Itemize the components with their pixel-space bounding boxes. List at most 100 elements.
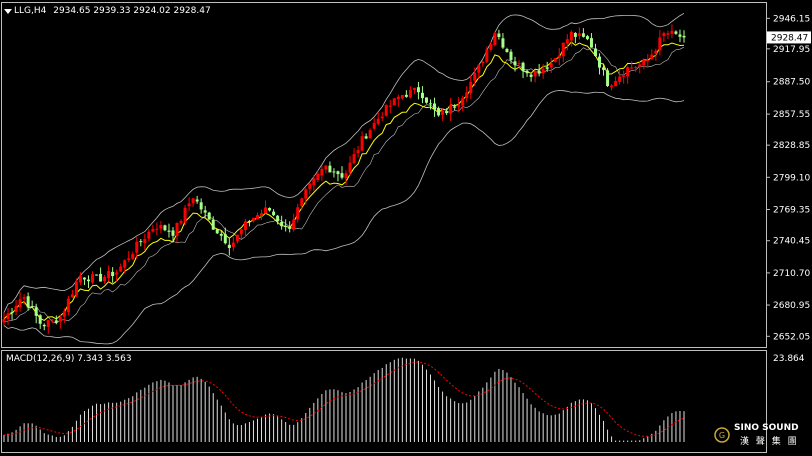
candle [585,34,589,41]
candle [10,307,14,320]
price-tick-label: 2652.05 [773,332,810,342]
candle [143,233,147,251]
candle [328,161,332,173]
candle [602,63,606,76]
candle [577,27,581,40]
candle [674,30,678,35]
chart-menu-icon[interactable] [4,9,12,14]
candle [231,236,235,252]
candle [215,228,219,235]
candle [445,108,449,116]
candle [147,229,151,242]
candle [614,76,618,87]
candle [251,217,255,223]
candle [396,94,400,107]
candle [569,30,573,47]
logo-sub: 漢 聲 集 團 [740,435,799,447]
current-price-label: 2928.47 [771,33,808,43]
candle [678,29,682,43]
lower-band [3,90,685,345]
candle [195,195,199,204]
candle [457,97,461,113]
candle [62,308,66,324]
candle [408,86,412,99]
candle [513,56,517,72]
candle [336,170,340,182]
price-tick-label: 2710.70 [773,269,810,279]
candle [553,58,557,63]
candle [187,197,191,211]
candle [416,81,420,100]
candle [175,222,179,243]
candle [292,213,296,232]
candle [304,187,308,205]
candle [449,97,453,121]
candle [360,131,364,152]
upper-band [3,12,685,313]
candle [352,148,356,165]
candle [485,46,489,63]
candle [424,97,428,104]
candle [223,227,227,245]
candle [565,34,569,51]
candle [557,48,561,66]
candle [505,47,509,53]
price-tick-label: 2799.10 [773,173,810,183]
candle [545,61,549,72]
candle [70,290,74,298]
candle [626,66,630,84]
candle [86,275,90,289]
candle [207,211,211,220]
candle [501,33,505,49]
candle [268,207,272,212]
candle [308,182,312,195]
candle [151,224,155,233]
candle [400,94,404,101]
price-tick-label: 2946.15 [773,14,810,24]
candle [272,209,276,217]
candle [58,314,62,329]
candles [2,24,686,335]
candle [589,33,593,48]
candle [139,239,143,247]
candle [82,277,86,286]
candle [316,170,320,183]
candle [235,234,239,244]
candle [288,221,292,233]
candle [634,66,638,73]
candle [650,49,654,60]
price-axis: 2946.15 2917.95 2887.50 2857.55 2828.85 2799.… [766,14,811,364]
candle [247,219,251,227]
candle [344,170,348,186]
candle [332,168,336,178]
candle [429,99,433,110]
candle [119,263,123,273]
price-tick-label: 2857.55 [773,110,810,120]
candle [163,224,167,232]
candle [521,61,525,79]
candle [183,205,187,226]
macd-signal-line [3,361,685,437]
macd-max-label: 23.864 [773,354,805,364]
candle [264,200,268,214]
candle [465,86,469,103]
bollinger-bands [3,12,685,345]
candle [549,57,553,73]
candle [533,69,537,83]
candle [368,128,372,139]
candle [541,64,545,79]
candle [239,229,243,240]
candle [489,42,493,52]
candle [300,197,304,210]
candle [203,205,207,218]
candle [284,219,288,232]
candle [255,212,259,220]
candle [22,294,26,305]
candle [473,67,477,86]
candle [2,312,6,326]
candle [211,216,215,230]
candle [666,30,670,40]
candle [646,53,650,67]
